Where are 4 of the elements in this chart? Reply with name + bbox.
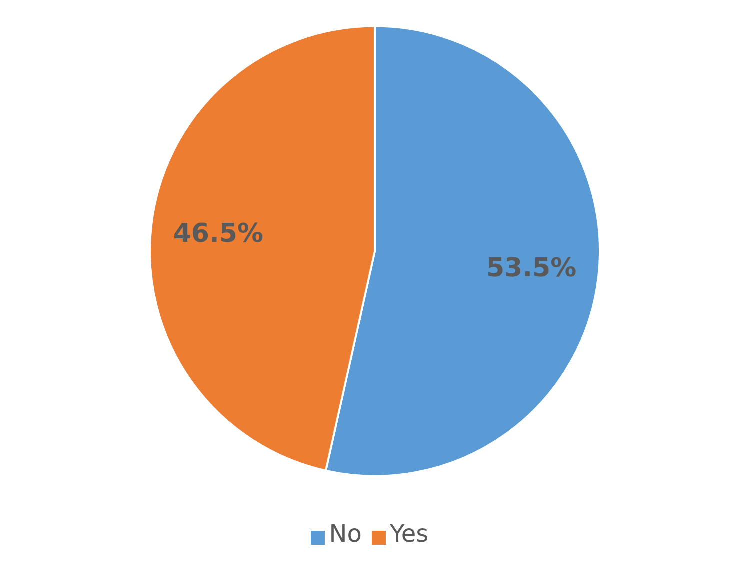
legend-label: Yes bbox=[390, 520, 429, 548]
legend-label: No bbox=[329, 520, 362, 548]
data-label: 46.5% bbox=[173, 219, 264, 250]
data-label: 53.5% bbox=[486, 254, 577, 284]
